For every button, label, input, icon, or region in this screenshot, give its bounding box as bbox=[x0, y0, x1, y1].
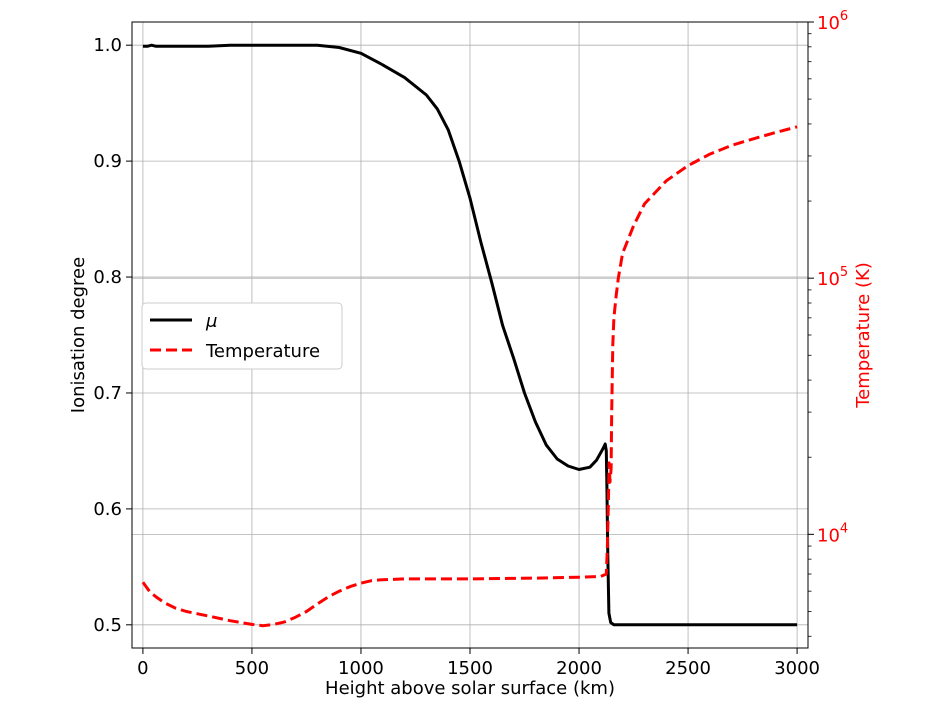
plot-lines bbox=[141, 43, 798, 628]
x-tick-label: 1000 bbox=[338, 658, 384, 679]
series-line-temperature bbox=[141, 125, 798, 628]
x-axis-title: Height above solar surface (km) bbox=[325, 678, 615, 699]
y-left-tick-label: 0.6 bbox=[93, 499, 122, 520]
y-axis-left-title: Ionisation degree bbox=[68, 257, 89, 413]
legend-label-temperature: Temperature bbox=[205, 341, 320, 362]
legend: μ Temperature bbox=[141, 302, 343, 370]
x-tick-label: 3000 bbox=[774, 658, 820, 679]
y-axis-right-title: Temperature (K) bbox=[853, 262, 874, 409]
axes: 0 500 1000 1500 2000 2500 3000 0.5 0.6 0.7 0.8 0.9 1… bbox=[93, 9, 848, 679]
y-left-tick-label: 0.8 bbox=[93, 267, 122, 288]
y-right-tick-label: 105 bbox=[817, 265, 848, 290]
legend-label-mu: μ bbox=[205, 311, 217, 332]
x-tick-label: 1500 bbox=[447, 658, 493, 679]
y-left-tick-label: 1.0 bbox=[93, 35, 122, 56]
x-tick-label: 2500 bbox=[665, 658, 711, 679]
y-left-tick-label: 0.5 bbox=[93, 615, 122, 636]
x-tick-label: 2000 bbox=[556, 658, 602, 679]
y-left-tick-label: 0.7 bbox=[93, 383, 122, 404]
x-tick-label: 500 bbox=[235, 658, 269, 679]
y-left-tick-label: 0.9 bbox=[93, 151, 122, 172]
y-right-tick-label: 104 bbox=[817, 521, 848, 546]
series-line-mu bbox=[142, 43, 798, 627]
y-right-tick-label: 106 bbox=[817, 9, 848, 34]
x-tick-label: 0 bbox=[137, 658, 148, 679]
grid bbox=[132, 21, 808, 648]
